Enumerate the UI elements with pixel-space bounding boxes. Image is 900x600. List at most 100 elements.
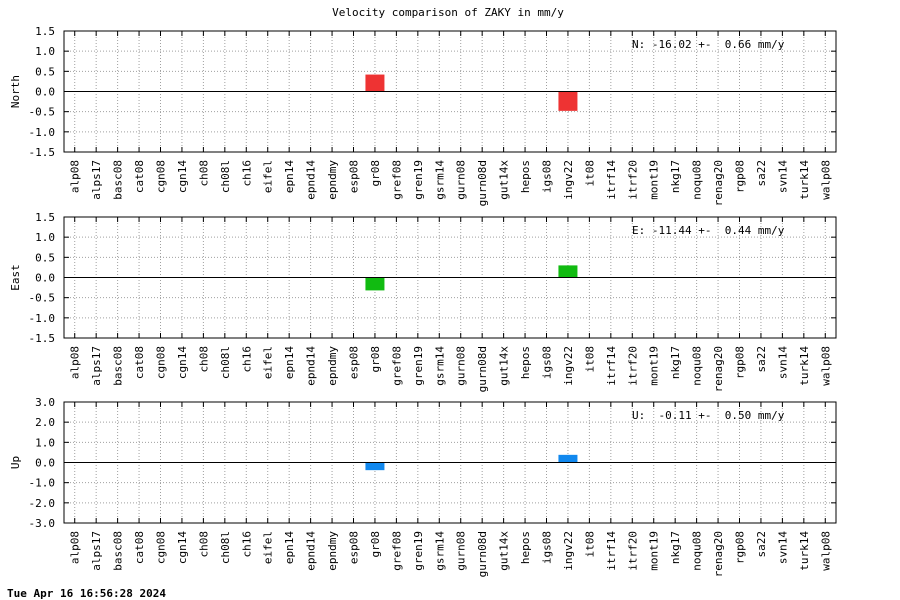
x-tick-label: it08 [583,346,596,373]
x-tick-label: gsrm14 [433,531,446,571]
bar-ingv22 [558,91,578,111]
x-tick-label: alps17 [90,531,103,571]
x-tick-label: cat08 [133,346,146,379]
x-tick-label: itrf20 [626,346,639,386]
x-tick-label: sa22 [755,531,768,558]
y-axis-label: Up [9,456,22,469]
x-tick-label: gr08 [369,346,382,373]
x-tick-label: gsrm14 [433,346,446,386]
x-tick-label: sa22 [755,346,768,373]
x-tick-label: alps17 [90,160,103,200]
panel-east: 1.5 1.0 0.5 0.0 -0.5 -1.0 -1.5 alp08 alps17 basc0… [9,211,837,392]
x-tick-label: nkg17 [669,531,682,564]
x-tick-label: it08 [583,160,596,187]
y-tick-label: -2.0 [29,497,56,510]
panel-annotation: E: -11.44 +- 0.44 mm/y [632,224,785,237]
y-axis-label: East [9,264,22,291]
x-tick-label: nkg17 [669,346,682,379]
x-tick-label: itrf14 [605,160,618,200]
x-tick-label: turk14 [798,346,811,386]
x-tick-label: gut14x [498,160,511,200]
x-tick-label: esp08 [348,160,361,193]
x-tick-label: esp08 [348,346,361,379]
x-tick-label: cat08 [133,160,146,193]
x-tick-label: cgn08 [155,346,168,379]
x-tick-label: hepos [519,346,532,379]
x-tick-label: epndmy [326,160,339,200]
y-tick-label: 1.0 [35,45,55,58]
x-tick-label: gurn08d [476,346,489,392]
bar-gr08 [365,462,385,471]
x-tick-label: igs08 [541,160,554,193]
x-tick-label: nkg17 [669,160,682,193]
y-tick-label: 0.0 [35,272,55,285]
x-tick-label: basc08 [112,346,125,386]
x-tick-label: eifel [262,346,275,379]
panel-annotation: U: -0.11 +- 0.50 mm/y [632,409,785,422]
x-tick-label: walp08 [819,160,832,200]
y-axis-label: North [9,75,22,108]
y-tick-label: 3.0 [35,396,55,409]
x-tick-label: ingv22 [562,531,575,571]
x-tick-label: noqu08 [691,160,704,200]
x-tick-label: gref08 [390,531,403,571]
y-tick-label: -3.0 [29,517,56,530]
y-tick-label: -1.0 [29,477,56,490]
x-tick-label: epn14 [283,160,296,193]
x-tick-label: itrf14 [605,531,618,571]
x-tick-label: ch08l [219,346,232,379]
y-tick-label: -0.5 [29,292,56,305]
panel-up: 3.0 2.0 1.0 0.0 -1.0 -2.0 -3.0 alp08 alps17 basc0… [9,396,837,577]
x-tick-label: ingv22 [562,346,575,386]
y-tick-label: 0.5 [35,251,55,264]
x-tick-label: walp08 [819,346,832,386]
y-tick-label: 0.5 [35,65,55,78]
x-tick-label: cgn14 [176,531,189,564]
x-tick-label: svn14 [776,160,789,193]
x-tick-label: svn14 [776,346,789,379]
y-tick-label: 0.0 [35,86,55,99]
x-tick-label: epn14 [283,531,296,564]
x-tick-label: gren19 [412,160,425,200]
x-tick-label: gurn08d [476,531,489,577]
x-tick-label: igs08 [541,346,554,379]
x-tick-label: epndmy [326,346,339,386]
x-tick-label: alp08 [69,531,82,564]
x-tick-label: gurn08 [455,160,468,200]
x-tick-label: walp08 [819,531,832,571]
y-tick-label: -1.0 [29,312,56,325]
y-tick-label: 1.5 [35,211,55,224]
bar-ingv22 [558,454,578,463]
y-tick-label: 1.0 [35,231,55,244]
y-tick-label: -1.0 [29,126,56,139]
x-tick-label: alp08 [69,160,82,193]
x-tick-label: epnd14 [305,346,318,386]
x-tick-label: gut14x [498,531,511,571]
x-tick-label: esp08 [348,531,361,564]
x-tick-label: mont19 [648,160,661,200]
x-tick-label: gr08 [369,531,382,558]
x-tick-label: eifel [262,531,275,564]
x-tick-label: epn14 [283,346,296,379]
y-tick-label: 1.0 [35,436,55,449]
panel-annotation: N: -16.02 +- 0.66 mm/y [632,38,785,51]
x-tick-label: epnd14 [305,160,318,200]
x-tick-label: igs08 [541,531,554,564]
x-tick-label: renag20 [712,346,725,392]
x-tick-label: gref08 [390,160,403,200]
x-tick-label: epndmy [326,531,339,571]
x-tick-label: gut14x [498,346,511,386]
x-tick-label: gurn08 [455,346,468,386]
x-tick-label: gsrm14 [433,160,446,200]
x-tick-label: ch08 [197,531,210,558]
x-tick-label: ch08 [197,346,210,373]
x-tick-label: noqu08 [691,346,704,386]
x-tick-label: ch08 [197,160,210,187]
x-tick-label: alps17 [90,346,103,386]
x-tick-label: gurn08 [455,531,468,571]
bar-gr08 [365,277,385,291]
footer-timestamp: Tue Apr 16 16:56:28 2024 [7,587,166,600]
x-tick-label: ch16 [240,346,253,373]
x-tick-label: alp08 [69,346,82,379]
